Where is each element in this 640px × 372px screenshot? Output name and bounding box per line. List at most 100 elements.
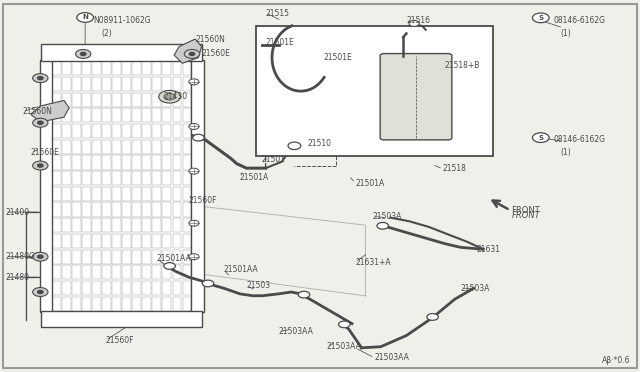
- Bar: [152, 61, 161, 75]
- Bar: [132, 124, 141, 138]
- Text: 21503A: 21503A: [372, 212, 402, 221]
- Bar: [112, 281, 121, 295]
- Bar: [112, 234, 121, 248]
- Bar: [62, 234, 70, 248]
- Bar: [112, 202, 121, 217]
- Text: 21501AA: 21501AA: [224, 265, 259, 274]
- Bar: [82, 187, 91, 201]
- Bar: [72, 218, 81, 232]
- Bar: [62, 45, 70, 60]
- Circle shape: [339, 321, 350, 328]
- Bar: [152, 234, 161, 248]
- Bar: [182, 108, 191, 122]
- Bar: [182, 265, 191, 279]
- Circle shape: [189, 124, 199, 129]
- Circle shape: [38, 255, 43, 258]
- Circle shape: [38, 164, 43, 167]
- Bar: [62, 297, 70, 311]
- Bar: [112, 250, 121, 264]
- Bar: [92, 93, 101, 107]
- Text: 21560F: 21560F: [189, 196, 218, 205]
- Bar: [132, 108, 141, 122]
- Bar: [62, 77, 70, 91]
- Text: 21501: 21501: [261, 155, 285, 164]
- Bar: [52, 155, 61, 170]
- Bar: [102, 61, 111, 75]
- Bar: [112, 77, 121, 91]
- Bar: [52, 108, 61, 122]
- Bar: [82, 77, 91, 91]
- Bar: [102, 45, 111, 60]
- Bar: [62, 171, 70, 185]
- Text: 21631: 21631: [477, 245, 501, 254]
- Bar: [102, 140, 111, 154]
- Text: 21503AA: 21503AA: [374, 353, 409, 362]
- Bar: [112, 108, 121, 122]
- Text: 21518: 21518: [443, 164, 467, 173]
- Bar: [182, 124, 191, 138]
- Bar: [152, 77, 161, 91]
- Bar: [52, 265, 61, 279]
- Bar: [163, 265, 172, 279]
- Text: 21560E: 21560E: [202, 49, 230, 58]
- Bar: [62, 93, 70, 107]
- Bar: [92, 108, 101, 122]
- Text: 21515: 21515: [266, 9, 289, 17]
- Bar: [72, 202, 81, 217]
- Bar: [142, 108, 151, 122]
- Bar: [62, 281, 70, 295]
- Bar: [163, 171, 172, 185]
- Bar: [102, 202, 111, 217]
- Bar: [52, 187, 61, 201]
- Bar: [82, 124, 91, 138]
- Bar: [92, 250, 101, 264]
- Bar: [163, 312, 172, 327]
- Bar: [122, 124, 131, 138]
- Bar: [72, 61, 81, 75]
- Bar: [112, 155, 121, 170]
- Bar: [72, 265, 81, 279]
- Bar: [72, 297, 81, 311]
- Bar: [152, 281, 161, 295]
- Bar: [52, 124, 61, 138]
- Bar: [102, 312, 111, 327]
- Bar: [52, 61, 61, 75]
- Bar: [163, 202, 172, 217]
- Bar: [142, 218, 151, 232]
- Text: 21503: 21503: [246, 281, 271, 290]
- Bar: [72, 93, 81, 107]
- Circle shape: [33, 288, 48, 296]
- Bar: [132, 297, 141, 311]
- Bar: [182, 218, 191, 232]
- Bar: [122, 61, 131, 75]
- Bar: [112, 171, 121, 185]
- Bar: [102, 155, 111, 170]
- Bar: [51, 45, 192, 327]
- Circle shape: [33, 74, 48, 83]
- Bar: [112, 297, 121, 311]
- Bar: [152, 171, 161, 185]
- Bar: [52, 202, 61, 217]
- Bar: [122, 218, 131, 232]
- Text: 21501E: 21501E: [266, 38, 294, 47]
- Bar: [163, 77, 172, 91]
- Bar: [152, 312, 161, 327]
- Bar: [82, 45, 91, 60]
- Bar: [102, 234, 111, 248]
- Text: (1): (1): [560, 29, 571, 38]
- Bar: [163, 234, 172, 248]
- Bar: [182, 171, 191, 185]
- Bar: [82, 250, 91, 264]
- Text: FRONT: FRONT: [511, 206, 540, 215]
- Bar: [82, 265, 91, 279]
- Circle shape: [532, 133, 549, 142]
- Bar: [92, 187, 101, 201]
- Polygon shape: [174, 39, 202, 63]
- Bar: [92, 312, 101, 327]
- Bar: [82, 155, 91, 170]
- Circle shape: [193, 134, 204, 141]
- Bar: [102, 77, 111, 91]
- Text: 21501AA: 21501AA: [157, 254, 191, 263]
- Circle shape: [184, 49, 200, 58]
- Text: 21430: 21430: [163, 92, 188, 101]
